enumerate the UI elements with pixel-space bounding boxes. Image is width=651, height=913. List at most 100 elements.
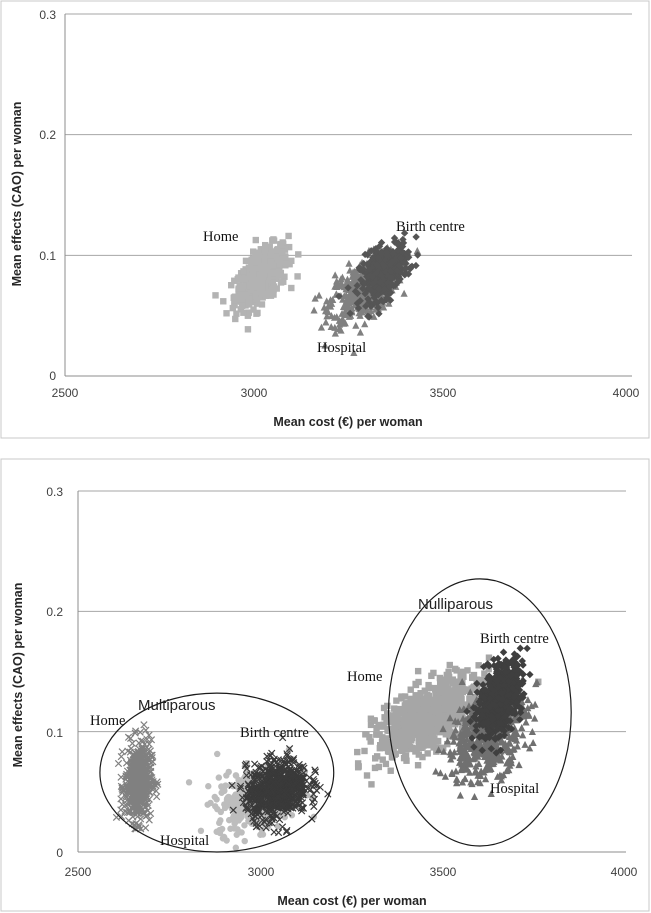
chart-top-point-hospital	[346, 266, 354, 274]
chart-top-point-hospital	[361, 320, 369, 328]
chart-top-point-home	[245, 309, 253, 316]
chart-bottom-point-multiparous-home	[140, 790, 148, 798]
chart-top-point-home	[277, 241, 284, 248]
chart-top-point-home	[258, 268, 265, 275]
chart-top-point-home	[264, 263, 271, 271]
chart-top-point-home	[245, 277, 252, 284]
chart-top-point-birth-centre	[351, 287, 360, 296]
chart-top-point-hospital	[358, 308, 366, 316]
chart-bottom-point-multiparous-hospital	[223, 837, 230, 844]
chart-top-point-home	[252, 236, 259, 244]
chart-bottom-x-axis-title: Mean cost (€) per woman	[277, 894, 426, 908]
chart-bottom-point-multiparous-home	[124, 801, 132, 809]
chart-top-x-axis-title: Mean cost (€) per woman	[273, 415, 422, 429]
chart-bottom-point-nulliparous-home	[384, 726, 392, 733]
chart-bottom-point-nulliparous-home	[412, 681, 420, 689]
chart-bottom-point-multiparous-hospital	[288, 811, 296, 819]
chart-top-point-hospital	[339, 303, 348, 311]
chart-top-point-home	[242, 291, 249, 299]
chart-bottom-point-nulliparous-home	[442, 701, 449, 709]
chart-bottom-point-nulliparous-home	[403, 717, 410, 724]
chart-top-point-hospital	[339, 316, 347, 324]
chart-top-point-hospital	[357, 271, 365, 279]
chart-top-point-birth-centre	[377, 249, 386, 258]
chart-bottom-point-nulliparous-home	[443, 671, 451, 679]
chart-top-point-home	[253, 259, 260, 266]
chart-top-point-birth-centre	[376, 278, 384, 287]
chart-bottom-point-multiparous-home	[114, 759, 123, 768]
chart-bottom-point-nulliparous-home	[389, 712, 396, 719]
chart-top-point-home	[256, 254, 264, 262]
chart-bottom-point-nulliparous-home	[398, 746, 405, 754]
chart-top-point-hospital	[345, 299, 353, 307]
chart-bottom-point-multiparous-home	[121, 807, 129, 816]
chart-top-point-birth-centre	[395, 262, 403, 270]
chart-bottom-point-nulliparous-home	[434, 737, 442, 745]
chart-bottom-point-multiparous-home	[131, 729, 139, 737]
chart-top-point-birth-centre	[413, 251, 422, 259]
chart-top-point-birth-centre	[368, 272, 377, 281]
chart-bottom-point-nulliparous-home	[430, 715, 437, 722]
chart-bottom-x-tick-3500: 3500	[430, 865, 457, 879]
chart-bottom-point-multiparous-hospital	[215, 774, 223, 781]
chart-bottom-point-multiparous-home	[134, 776, 142, 784]
chart-top-point-home	[248, 258, 255, 266]
chart-top-point-birth-centre	[344, 284, 352, 292]
chart-bottom-point-multiparous-hospital	[220, 786, 228, 794]
chart-top-point-birth-centre	[374, 303, 382, 312]
chart-bottom-point-nulliparous-home	[375, 763, 383, 771]
chart-top-point-hospital	[333, 277, 341, 285]
chart-bottom-point-multiparous-hospital	[217, 817, 224, 824]
chart-bottom-point-multiparous-hospital	[236, 815, 244, 822]
chart-top-point-hospital	[327, 322, 335, 330]
chart-bottom-point-multiparous-home	[117, 773, 125, 781]
chart-bottom-point-nulliparous-home	[408, 744, 416, 752]
chart-bottom-x-tick-2500: 2500	[65, 865, 92, 879]
chart-bottom-point-multiparous-hospital	[233, 798, 240, 805]
chart-top-point-home	[237, 306, 245, 313]
chart-top-point-home	[279, 248, 286, 256]
chart-bottom-point-multiparous-home	[145, 731, 153, 739]
chart-top-point-home	[266, 243, 273, 250]
chart-top-point-birth-centre	[365, 313, 373, 321]
chart-bottom-point-multiparous-home	[127, 787, 136, 795]
chart-bottom-point-multiparous-home	[129, 780, 137, 788]
chart-top-point-home	[242, 257, 250, 265]
chart-top-point-birth-centre	[367, 287, 376, 295]
chart-top-point-birth-centre	[373, 261, 381, 269]
chart-top-point-birth-centre	[365, 265, 374, 274]
chart-top-point-home	[237, 292, 244, 299]
chart-bottom-y-tick-0.1: 0.1	[46, 726, 63, 740]
chart-top-point-birth-centre	[359, 284, 367, 293]
chart-bottom-point-nulliparous-home	[434, 695, 441, 702]
chart-top-point-home	[270, 237, 278, 244]
chart-top-point-home	[288, 257, 295, 265]
chart-bottom-point-nulliparous-home	[399, 731, 406, 739]
chart-bottom-point-nulliparous-home	[371, 717, 378, 724]
chart-bottom-point-nulliparous-home	[427, 696, 434, 704]
chart-top-point-home	[285, 243, 293, 251]
chart-top-point-birth-centre	[353, 281, 361, 290]
chart-bottom-point-nulliparous-home	[373, 731, 380, 738]
chart-bottom-point-multiparous-home	[146, 809, 155, 818]
chart-top-x-tick-3500: 3500	[430, 386, 457, 400]
chart-bottom-point-nulliparous-home	[380, 704, 388, 712]
chart-top-point-home	[245, 264, 253, 271]
chart-bottom-point-nulliparous-home	[443, 692, 450, 699]
chart-top-point-home	[238, 283, 245, 290]
chart-bottom-point-nulliparous-home	[430, 669, 437, 677]
chart-top-point-home	[246, 282, 253, 289]
chart-bottom-point-multiparous-hospital	[241, 837, 248, 845]
chart-bottom-point-nulliparous-home	[419, 736, 426, 743]
chart-bottom-point-multiparous-home	[117, 795, 125, 803]
chart-top-point-home	[245, 301, 253, 308]
chart-bottom-point-multiparous-hospital	[232, 844, 240, 851]
chart-top-point-home	[288, 284, 295, 292]
chart-bottom-point-multiparous-home	[138, 767, 146, 775]
chart-top-point-home	[240, 309, 247, 316]
chart-top-point-home	[260, 250, 268, 257]
chart-top-point-hospital	[338, 273, 347, 281]
chart-top-point-hospital	[372, 305, 380, 313]
chart-bottom-point-nulliparous-home	[457, 671, 465, 678]
chart-top-point-home	[252, 292, 259, 299]
